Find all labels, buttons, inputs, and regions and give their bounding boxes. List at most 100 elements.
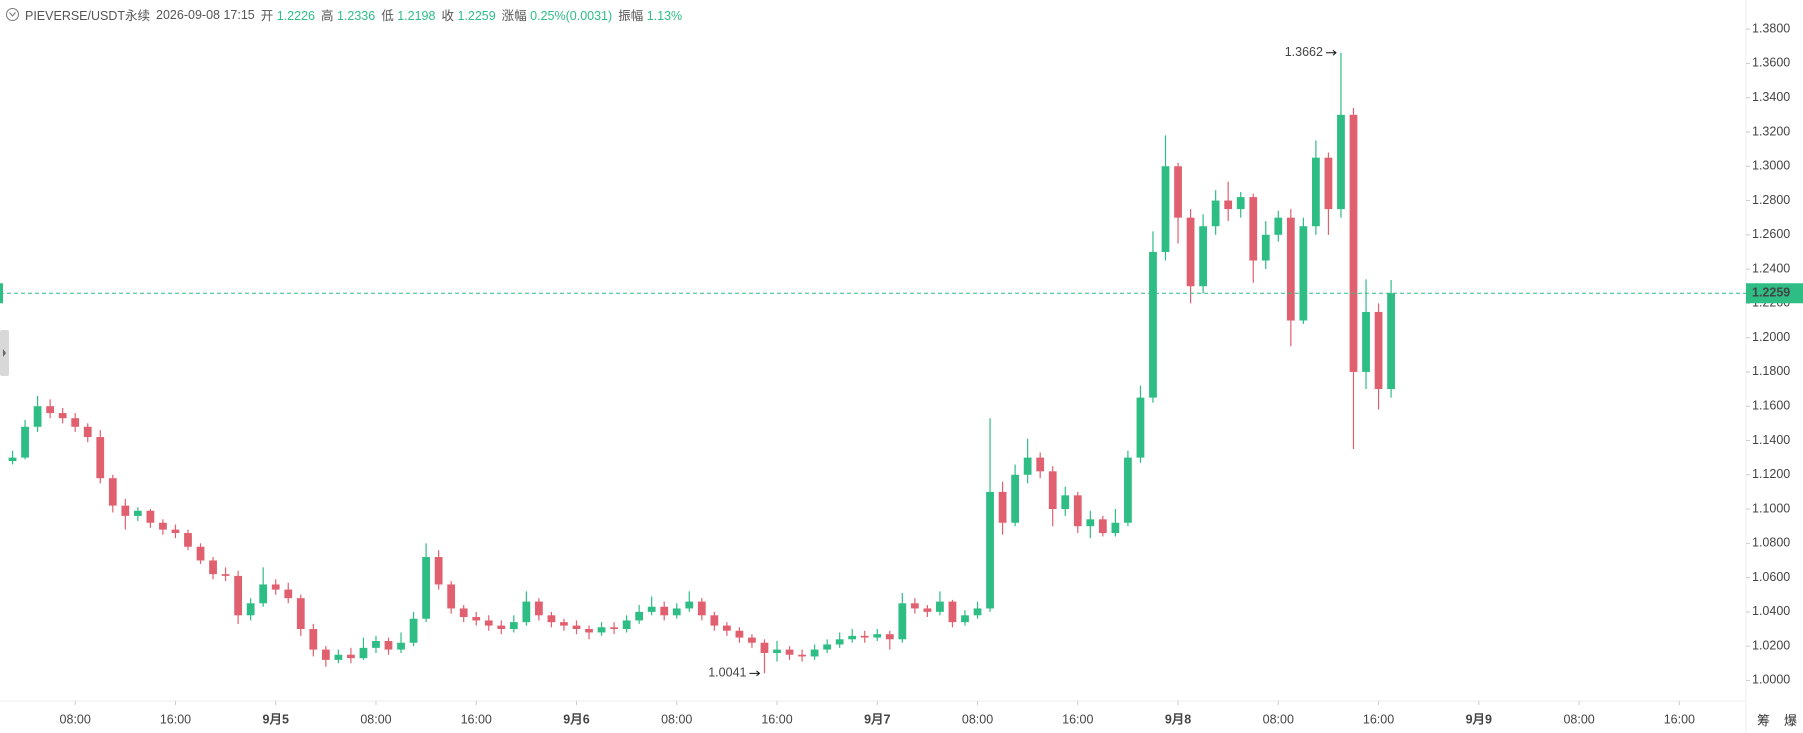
y-tick-label: 1.2800 [1752, 193, 1790, 207]
x-tick-label: 9月5 [263, 712, 289, 726]
candle-body [860, 635, 869, 638]
candle-body [1199, 226, 1207, 287]
candle-body [209, 560, 217, 575]
y-tick-label: 1.0200 [1752, 638, 1790, 652]
field: 振幅 1.13% [618, 5, 682, 24]
x-tick-label: 9月8 [1165, 712, 1191, 726]
candle-body [1149, 251, 1157, 398]
candle-body [1136, 397, 1145, 458]
y-tick-label: 1.1000 [1752, 501, 1790, 515]
candle-body [372, 641, 380, 648]
y-tick-label: 1.2600 [1752, 227, 1790, 241]
candle-body [973, 608, 982, 616]
candle-body [21, 426, 29, 458]
candle-body [58, 413, 67, 419]
candle-body [1236, 197, 1245, 210]
last-price-tag [1746, 283, 1803, 304]
extreme-arrow [1325, 49, 1337, 56]
field-value: 1.2198 [397, 9, 436, 23]
candle-body [296, 598, 305, 630]
candle-body [472, 617, 481, 621]
x-tick-label: 16:00 [461, 712, 492, 726]
last-price-label: 1.2259 [1752, 286, 1790, 300]
candle-body [986, 491, 994, 609]
candle-body [710, 615, 719, 626]
candle-body [1011, 474, 1020, 523]
candle-body [409, 618, 418, 643]
field: 低 1.2198 [381, 5, 435, 24]
candle-body [434, 557, 443, 585]
candle-body [1124, 457, 1132, 523]
candle-body [1061, 495, 1070, 510]
y-tick-label: 1.3600 [1752, 56, 1790, 70]
candle-body [8, 457, 17, 462]
x-tick-label: 08:00 [360, 712, 391, 726]
candle-body [748, 637, 756, 643]
candle-body [284, 589, 293, 599]
candle-body [321, 649, 330, 660]
time: 2026-09-08 17:15 [156, 7, 255, 22]
candle-body [196, 546, 205, 561]
candle-body [422, 557, 430, 619]
candle-body [898, 603, 907, 640]
field-value: 0.25%(0.0031) [530, 9, 613, 23]
x-tick-label: 9月7 [864, 712, 890, 726]
candle-body [1374, 311, 1383, 390]
candle-body [1349, 114, 1358, 372]
last-price-marker [0, 283, 3, 304]
candle-body [610, 627, 618, 630]
y-tick-label: 1.0800 [1752, 536, 1790, 550]
candle-body [184, 533, 192, 547]
y-tick-label: 1.1600 [1752, 398, 1790, 412]
candle-body [697, 601, 706, 616]
candle-body [1312, 157, 1320, 227]
x-tick-label: 9月9 [1466, 712, 1492, 726]
x-tick-label: 08:00 [661, 712, 692, 726]
extreme-label: 1.0041 [708, 666, 746, 680]
candle-body [722, 625, 731, 631]
candle-body [635, 611, 644, 621]
field-value: 1.2226 [276, 9, 315, 23]
candle-body [1362, 311, 1370, 372]
x-tick-label: 08:00 [60, 712, 91, 726]
candle-body [660, 606, 669, 616]
field-label: 涨幅 [501, 9, 527, 23]
x-tick-label: 16:00 [1664, 712, 1695, 726]
toolbar-button[interactable]: 筹 [1756, 713, 1770, 728]
candle-body [497, 625, 506, 630]
x-tick-label: 16:00 [160, 712, 191, 726]
y-tick-label: 1.0000 [1752, 673, 1790, 687]
candle-body [961, 615, 969, 623]
field: 涨幅 0.25%(0.0031) [502, 5, 613, 24]
candle-body [96, 437, 105, 479]
candle-body [347, 654, 355, 659]
candle-body [597, 627, 606, 633]
candle-body [1036, 457, 1045, 472]
toolbar-button[interactable]: 爆 [1783, 713, 1797, 728]
candle-body [535, 601, 543, 616]
candle-body [835, 639, 844, 645]
candle-body [622, 620, 631, 630]
field: 开 1.2226 [261, 5, 315, 24]
candle-body [509, 622, 518, 630]
candle-body [522, 601, 531, 623]
candle-body [146, 510, 155, 523]
candle-body [936, 601, 944, 612]
candle-body [334, 654, 343, 660]
extreme-arrow [749, 670, 761, 677]
candle-body [1387, 293, 1395, 390]
candle-body [672, 608, 681, 616]
candle-body [259, 584, 268, 604]
field-label: 高 [320, 9, 334, 23]
y-tick-label: 1.0600 [1752, 570, 1790, 584]
candle-body [873, 634, 882, 638]
candle-body [397, 642, 405, 650]
field: 收 1.2259 [441, 5, 495, 24]
collapse-icon[interactable] [6, 8, 19, 21]
candle-body [798, 654, 806, 657]
candle-body [760, 642, 769, 654]
y-tick-label: 1.3800 [1752, 21, 1790, 35]
candle-body [1286, 217, 1295, 321]
candle-body [246, 603, 255, 616]
